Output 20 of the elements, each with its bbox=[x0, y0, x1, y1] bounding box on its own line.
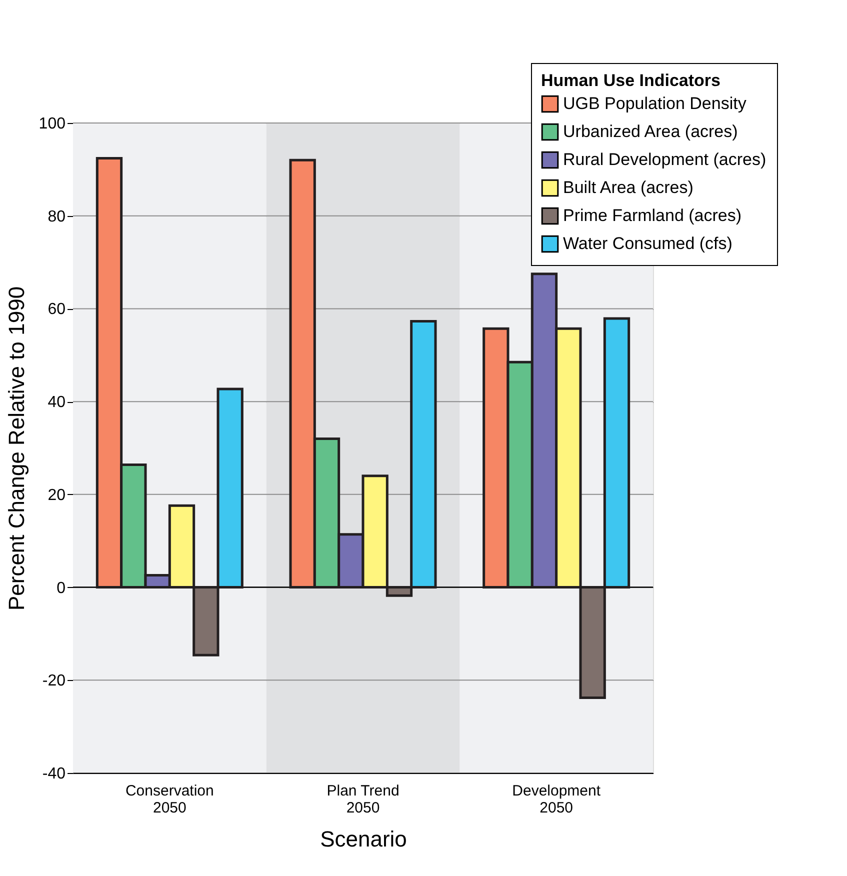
x-axis-title: Scenario bbox=[320, 826, 407, 852]
legend-label: Prime Farmland (acres) bbox=[563, 206, 742, 225]
y-tick-label: -40 bbox=[42, 766, 66, 782]
legend-label: Urbanized Area (acres) bbox=[563, 122, 738, 141]
x-tick-label: Development 2050 bbox=[512, 782, 602, 816]
y-tick-label: -20 bbox=[42, 672, 66, 690]
y-axis-title: Percent Change Relative to 1990 bbox=[4, 286, 29, 611]
legend-label: Rural Development (acres) bbox=[563, 150, 766, 169]
legend-title: Human Use Indicators bbox=[541, 71, 720, 90]
legend-label: Built Area (acres) bbox=[563, 178, 694, 197]
y-tick-label: 100 bbox=[38, 116, 66, 132]
legend-label: UGB Population Density bbox=[563, 94, 747, 113]
y-tick-label: 60 bbox=[48, 301, 66, 318]
legend-label: Water Consumed (cfs) bbox=[563, 234, 732, 253]
y-tick-label: 20 bbox=[48, 486, 66, 504]
x-tick-label: Plan Trend 2050 bbox=[326, 782, 400, 816]
y-tick-label: 0 bbox=[56, 580, 66, 597]
x-tick-label: Conservation 2050 bbox=[125, 782, 214, 816]
y-tick-label: 80 bbox=[48, 208, 66, 226]
y-tick-label: 40 bbox=[48, 394, 66, 412]
